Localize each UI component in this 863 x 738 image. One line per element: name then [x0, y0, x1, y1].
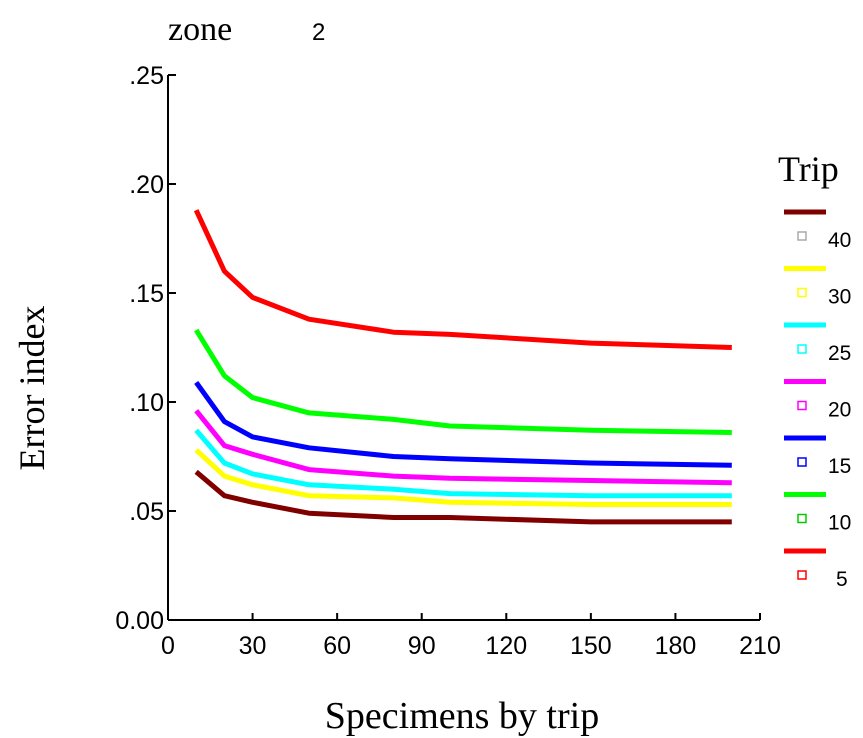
x-axis: 0 30 60 90 120 150 180 210	[161, 613, 781, 660]
legend-label-30: 30	[828, 286, 851, 309]
series-line-30	[194, 448, 732, 507]
y-tick-label: 0.00	[115, 607, 164, 635]
chart-title: zone	[168, 11, 232, 48]
x-tick-label: 120	[485, 632, 527, 660]
chart-title-value: 2	[312, 19, 325, 46]
x-tick-label: 150	[570, 632, 612, 660]
legend-marker-15	[797, 457, 807, 467]
legend-marker-20	[797, 400, 807, 411]
x-tick-label: 180	[655, 632, 697, 660]
series-line-20	[194, 409, 732, 486]
x-tick-label: 210	[739, 632, 781, 660]
y-tick-label: .15	[129, 280, 164, 308]
legend-marker-10	[797, 513, 807, 524]
legend-label-20: 20	[828, 399, 851, 422]
y-tick-label: .20	[129, 171, 164, 199]
series-line-15	[194, 380, 732, 468]
legend: Trip 40 30 25 20 15 10 5	[778, 149, 851, 591]
y-tick-label: .05	[129, 498, 164, 526]
series-line-10	[194, 328, 732, 435]
legend-label-5: 5	[836, 568, 848, 591]
x-tick-label: 90	[408, 632, 436, 660]
legend-label-40: 40	[828, 229, 851, 252]
legend-marker-40	[797, 231, 807, 241]
x-axis-label: Specimens by trip	[325, 695, 599, 737]
x-tick-label: 60	[323, 632, 351, 660]
legend-marker-5	[797, 570, 807, 580]
legend-marker-25	[797, 344, 807, 354]
legend-label-10: 10	[828, 512, 851, 535]
x-tick-label: 30	[239, 632, 267, 660]
y-tick-label: .25	[129, 62, 164, 90]
legend-label-25: 25	[828, 342, 851, 365]
y-axis: 0.00 .05 .10 .15 .20 .25	[115, 62, 176, 635]
legend-title: Trip	[778, 149, 839, 189]
y-axis-label: Error index	[12, 306, 52, 471]
legend-marker-30	[797, 287, 807, 298]
series-line-40	[194, 469, 732, 525]
series-line-25	[194, 428, 732, 499]
y-tick-label: .10	[129, 389, 164, 417]
x-tick-label: 0	[161, 632, 175, 660]
series-line-5	[193, 209, 732, 350]
legend-label-15: 15	[828, 455, 851, 478]
series-lines	[193, 209, 732, 525]
